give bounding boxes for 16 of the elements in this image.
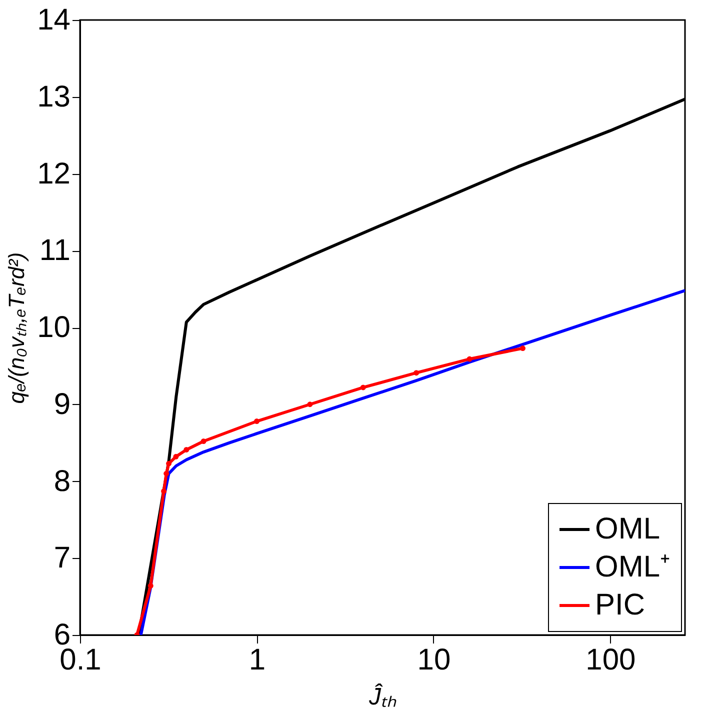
legend-label: OML⁺ [595,550,670,584]
legend-label: PIC [595,588,646,622]
y-tick-label: 7 [54,542,70,575]
y-tick-label: 10 [37,311,70,344]
x-axis-title: Ĵₜₕ [368,684,397,710]
y-tick-label: 14 [37,4,70,36]
y-axis-title: qₑ/(n₀vₜₕ,ₑTₑrd²) [4,252,30,404]
x-tick-label: 100 [586,644,636,676]
y-tick-label: 9 [54,388,70,421]
y-tick-label: 8 [54,464,70,498]
x-tick-label: 10 [417,644,451,676]
legend-label: OML [595,512,660,546]
y-tick-label: 12 [37,157,70,190]
y-tick-label: 11 [39,234,70,268]
x-tick-label: 1 [248,644,266,676]
y-tick-label: 13 [37,80,70,114]
